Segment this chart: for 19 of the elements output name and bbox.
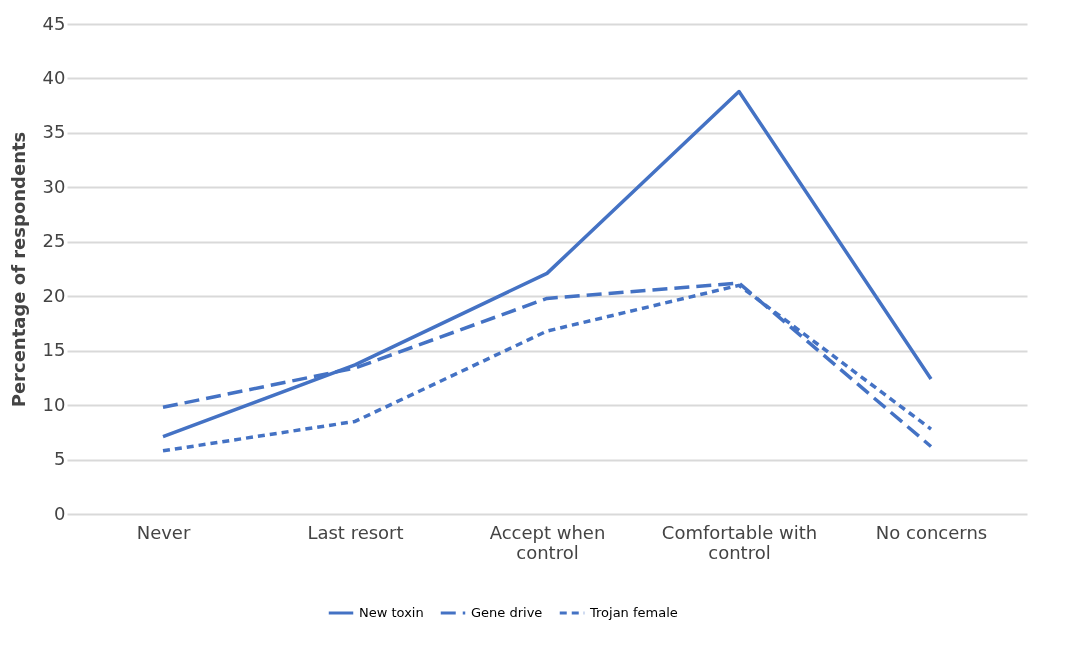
- x-tick-label: Comfortable with control: [661, 521, 818, 563]
- x-tick-label: Accept when control: [489, 521, 606, 563]
- y-tick-label: 5: [54, 448, 66, 470]
- y-tick-label: 0: [54, 502, 66, 524]
- x-tick-label: Never: [136, 521, 191, 543]
- y-tick-label: 30: [42, 175, 66, 197]
- y-tick-label: 40: [42, 66, 66, 88]
- legend-label: Trojan female: [589, 605, 678, 620]
- y-tick-label: 15: [42, 339, 66, 361]
- y-tick-label: 45: [42, 12, 66, 34]
- legend-label: New toxin: [359, 605, 424, 620]
- x-tick-label: Last resort: [307, 521, 404, 543]
- y-axis-title: Percentage of respondents: [7, 131, 29, 408]
- legend-label: Gene drive: [471, 605, 543, 620]
- y-tick-label: 10: [42, 393, 66, 415]
- y-tick-label: 25: [42, 230, 66, 252]
- y-tick-label: 35: [42, 121, 66, 143]
- x-tick-label: No concerns: [875, 521, 988, 543]
- y-tick-label: 20: [42, 284, 66, 306]
